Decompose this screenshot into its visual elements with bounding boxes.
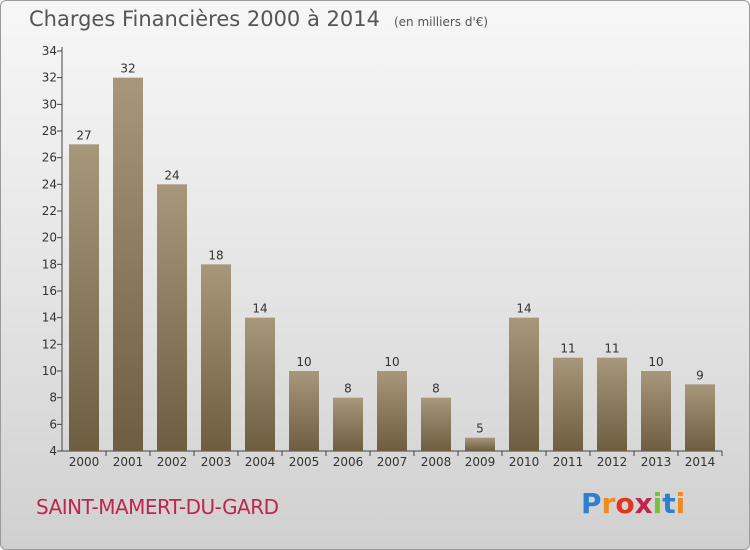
y-tick-label: 16 xyxy=(42,284,57,298)
logo-letter: o xyxy=(615,487,635,520)
bar-value-label: 10 xyxy=(384,355,399,369)
chart-axes: 4 6 8 10 12 14 16 18 20 22 24 26 28 30 32 34 2000 2001 200… xyxy=(42,44,723,469)
bar xyxy=(421,397,451,451)
bar-chart: 4 6 8 10 12 14 16 18 20 22 24 26 28 30 32 34 2000 2001 200… xyxy=(42,44,723,469)
y-tick-label: 26 xyxy=(42,151,57,165)
bar xyxy=(157,184,187,452)
bar-value-label: 8 xyxy=(344,382,352,396)
bar-value-label: 27 xyxy=(76,128,91,142)
y-tick-label: 20 xyxy=(42,231,57,245)
x-tick-label: 2012 xyxy=(597,455,628,469)
logo-letter: i xyxy=(652,487,663,520)
y-tick-label: 8 xyxy=(49,391,57,405)
bar xyxy=(333,397,363,451)
bar xyxy=(553,357,583,451)
x-tick-label: 2003 xyxy=(201,455,232,469)
y-tick-label: 14 xyxy=(42,311,57,325)
logo-letter: r xyxy=(601,487,616,520)
x-tick-label: 2000 xyxy=(69,455,100,469)
logo-letter: x xyxy=(634,487,653,520)
chart-title: Charges Financières 2000 à 2014 (en milli… xyxy=(29,7,488,31)
bar-value-label: 5 xyxy=(476,422,484,436)
bar xyxy=(289,371,319,451)
bar xyxy=(113,77,143,452)
bar xyxy=(465,437,495,451)
y-tick-label: 34 xyxy=(42,44,57,58)
x-tick-label: 2004 xyxy=(245,455,276,469)
chart-title-text: Charges Financières 2000 à 2014 xyxy=(29,7,380,31)
bar-value-label: 18 xyxy=(208,248,223,262)
bar xyxy=(509,317,539,451)
x-tick-label: 2013 xyxy=(641,455,672,469)
bar xyxy=(245,317,275,451)
bar-value-label: 11 xyxy=(604,342,619,356)
bar-value-label: 10 xyxy=(296,355,311,369)
x-tick-label: 2007 xyxy=(377,455,408,469)
bar xyxy=(201,264,231,451)
bar xyxy=(69,144,99,452)
logo-letter: P xyxy=(581,487,602,520)
bar-value-label: 14 xyxy=(516,302,531,316)
y-tick-label: 24 xyxy=(42,177,57,191)
y-tick-label: 6 xyxy=(49,417,57,431)
bar-value-label: 11 xyxy=(560,342,575,356)
y-tick-label: 4 xyxy=(49,444,57,458)
bar-value-label: 24 xyxy=(164,168,179,182)
x-tick-label: 2011 xyxy=(553,455,584,469)
y-tick-label: 28 xyxy=(42,124,57,138)
bar-value-label: 14 xyxy=(252,302,267,316)
x-tick-label: 2014 xyxy=(685,455,716,469)
bar xyxy=(377,371,407,451)
x-tick-label: 2009 xyxy=(465,455,496,469)
y-tick-label: 22 xyxy=(42,204,57,218)
y-tick-label: 18 xyxy=(42,257,57,271)
bar xyxy=(641,371,671,451)
logo-letter: t xyxy=(662,487,676,520)
bar xyxy=(597,357,627,451)
x-tick-label: 2001 xyxy=(113,455,144,469)
y-tick-label: 10 xyxy=(42,364,57,378)
commune-name: SAINT-MAMERT-DU-GARD xyxy=(36,495,279,519)
bar-value-label: 8 xyxy=(432,382,440,396)
bar-value-label: 9 xyxy=(696,368,704,382)
x-tick-label: 2010 xyxy=(509,455,540,469)
x-tick-label: 2002 xyxy=(157,455,188,469)
x-tick-label: 2005 xyxy=(289,455,320,469)
proxiti-logo: Proxiti xyxy=(581,487,685,520)
y-tick-label: 12 xyxy=(42,337,57,351)
y-tick-label: 32 xyxy=(42,71,57,85)
bar xyxy=(685,384,715,451)
bar-value-label: 32 xyxy=(120,62,135,76)
bar-value-label: 10 xyxy=(648,355,663,369)
x-tick-label: 2008 xyxy=(421,455,452,469)
x-tick-label: 2006 xyxy=(333,455,364,469)
chart-bars: 27 32 24 18 14 10 8 10 8 5 14 11 11 10 9 xyxy=(69,62,715,452)
chart-subtitle: (en milliers d'€) xyxy=(393,15,489,29)
y-tick-label: 30 xyxy=(42,97,57,111)
logo-letter: i xyxy=(675,487,686,520)
